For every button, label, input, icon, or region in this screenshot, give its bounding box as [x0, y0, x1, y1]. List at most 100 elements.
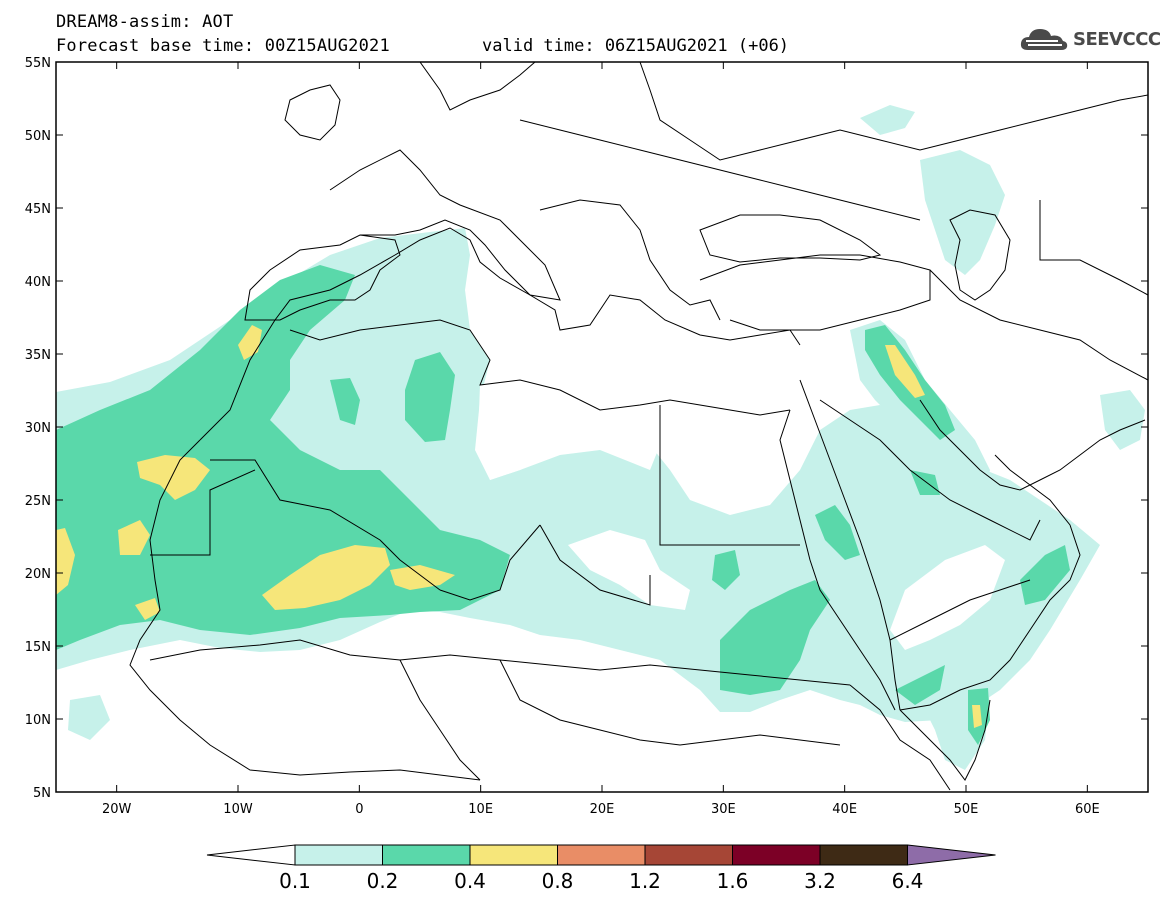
west-africa-coast [129, 439, 481, 781]
colorbar-label: 1.2 [629, 869, 661, 893]
aot-band-0.2-saudi [815, 505, 860, 560]
lon-tick-label: 20W [102, 802, 132, 817]
colorbar-label: 1.6 [717, 869, 749, 893]
aot-clear-patch [478, 380, 660, 480]
aot-band-0.1-iran [1100, 390, 1145, 450]
border-ethiopia [849, 684, 951, 791]
colorbar-low-triangle [206, 844, 296, 866]
aot-band-0.4-sahara-w [137, 455, 210, 500]
colorbar-label: 0.2 [367, 869, 399, 893]
lat-tick-label: 35N [25, 348, 51, 363]
aot-band-0.1-west [68, 695, 110, 740]
lon-tick-label: 20E [590, 802, 615, 817]
aot-band-0.2-algeria [330, 378, 360, 425]
colorbar-swatch [644, 844, 733, 866]
latitude-axis: 5N 10N 15N 20N 25N 30N 35N 40N 45N 50N 55N [25, 56, 1148, 801]
lon-tick-label: 10W [223, 802, 253, 817]
colorbar: 0.1 0.2 0.4 0.8 1.2 1.6 3.2 6.4 [206, 844, 996, 893]
border-libya-egypt [659, 405, 800, 546]
lon-tick-label: 60E [1075, 802, 1100, 817]
lat-tick-label: 50N [25, 129, 51, 144]
lon-tick-label: 50E [954, 802, 979, 817]
horn-africa [899, 699, 991, 781]
lon-tick-label: 10E [468, 802, 493, 817]
colorbar-label: 6.4 [892, 869, 924, 893]
colorbar-label: 0.8 [542, 869, 574, 893]
lat-tick-label: 10N [25, 713, 51, 728]
valid-time: valid time: 06Z15AUG2021 (+06) [482, 36, 790, 56]
seevccc-logo: SEEVCCC [1018, 24, 1161, 54]
balkans-outline [539, 199, 721, 321]
aot-band-0.4-somalia [972, 705, 982, 728]
border-east-europe [519, 119, 921, 221]
forecast-base-time: Forecast base time: 00Z15AUG2021 [56, 36, 390, 56]
chart-title: DREAM8-assim: AOT [56, 12, 234, 32]
aot-band-0.2-libya [405, 352, 455, 442]
aot-clear-patch-3 [890, 545, 1005, 650]
aot-band-0.2-sudan-2 [712, 550, 740, 590]
uk-outline [284, 84, 341, 141]
lat-tick-label: 40N [25, 275, 51, 290]
aot-band-0.4-iraq [885, 345, 925, 398]
aot-clear-patch-2 [568, 530, 690, 610]
colorbar-swatch [382, 844, 471, 866]
lon-tick-label: 40E [832, 802, 857, 817]
colorbar-high-triangle [907, 844, 996, 866]
border-nigeria [399, 659, 481, 781]
longitude-axis: 20W 10W 0 10E 20E 30E 40E 50E 60E [102, 62, 1100, 817]
lat-tick-label: 15N [25, 640, 51, 655]
arabia-outline [899, 454, 1081, 711]
border-algeria-mali [210, 459, 441, 591]
aot-band-0.2-sudan [720, 580, 830, 695]
red-sea-west [779, 409, 896, 711]
aot-band-0.2-aden [895, 665, 945, 705]
border-central-africa [499, 659, 841, 746]
turkey-outline [699, 254, 931, 331]
border-niger-chad [439, 524, 541, 601]
border-mauritania [150, 469, 256, 556]
colorbar-swatch [469, 844, 558, 866]
lat-tick-label: 45N [25, 202, 51, 217]
black-sea [699, 214, 882, 263]
lat-tick-label: 25N [25, 494, 51, 509]
aot-band-0.2-oman [1020, 545, 1070, 605]
aot-band-0.4-senegal [135, 598, 160, 620]
colorbar-label: 3.2 [804, 869, 836, 893]
iberia-outline [244, 234, 401, 321]
lat-tick-label: 5N [33, 786, 51, 801]
aot-band-0.4-mauritania [118, 520, 150, 555]
border-saudi [819, 399, 1041, 541]
lon-tick-label: 30E [711, 802, 736, 817]
border-yemen [889, 579, 1031, 641]
france-italy-outline [329, 149, 561, 301]
cloud-icon [1020, 29, 1068, 50]
colorbar-swatch [732, 844, 821, 866]
colorbar-label: 0.1 [279, 869, 311, 893]
border-russia [639, 62, 1148, 161]
red-sea-east [799, 379, 901, 711]
border-kazakh [1039, 200, 1148, 296]
gulf-outline [919, 399, 1146, 491]
europe-coast [199, 227, 801, 441]
north-africa-coast [289, 319, 791, 416]
scandinavia-outline [419, 62, 536, 111]
aot-band-0.4-westcoast [56, 528, 75, 595]
aot-band-0.4-mali [262, 545, 390, 610]
border-chad-sudan [539, 524, 651, 606]
lat-tick-label: 55N [25, 56, 51, 71]
aot-band-0.1-caspian [920, 150, 1005, 275]
colorbar-label: 0.4 [454, 869, 486, 893]
colorbar-swatch [294, 844, 383, 866]
aot-field [56, 62, 1148, 792]
logo-text: SEEVCCC [1073, 28, 1161, 50]
aot-band-0.1-nw [860, 105, 915, 135]
iran-outline [929, 269, 1148, 381]
lat-tick-label: 20N [25, 567, 51, 582]
colorbar-swatch [819, 844, 908, 866]
lon-tick-label: 0 [355, 802, 363, 817]
coastlines-borders [129, 62, 1148, 791]
lat-tick-label: 30N [25, 421, 51, 436]
caspian [949, 209, 1011, 301]
aot-band-0.2 [56, 265, 510, 650]
